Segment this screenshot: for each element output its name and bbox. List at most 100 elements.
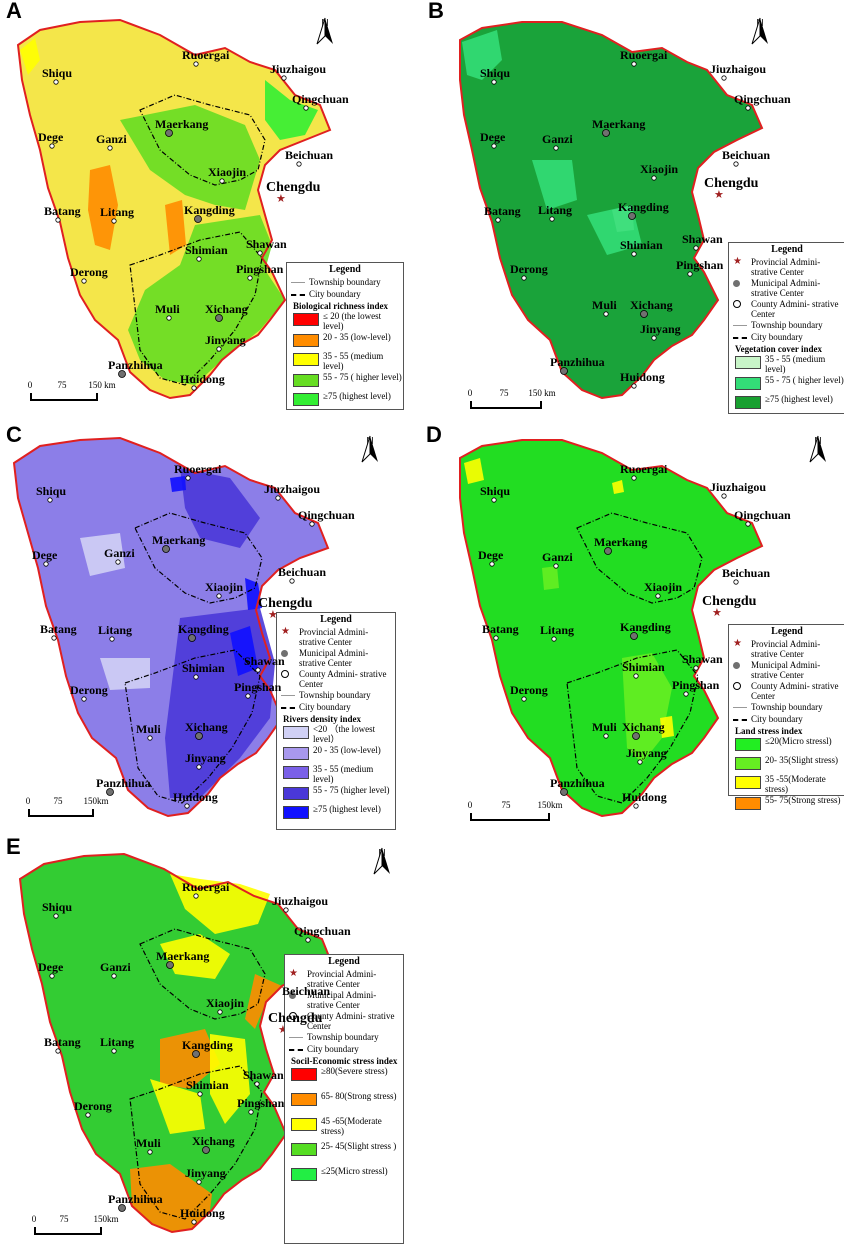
patch (160, 1029, 220, 1089)
city-marker (194, 215, 202, 223)
city-boundary (129, 231, 263, 386)
province-shape (460, 440, 762, 816)
city-marker (602, 129, 610, 137)
city-label: Batang (44, 204, 81, 218)
city-marker (166, 315, 172, 321)
patch (130, 1164, 212, 1232)
city-marker (640, 310, 648, 318)
city-label: Dege (478, 548, 504, 562)
city-marker (85, 1112, 91, 1118)
legend: Legend ★ Provincial Admini- strative Cent… (276, 612, 396, 830)
city-label: Batang (44, 1035, 81, 1049)
city-label: Jiuzhaigou (710, 480, 767, 494)
capital-star-icon: ★ (712, 607, 722, 619)
city-marker (553, 563, 559, 569)
city-label: Xiaojin (644, 580, 683, 594)
city-marker (192, 1050, 200, 1058)
city-marker (491, 497, 497, 503)
city-marker (491, 79, 497, 85)
city-label: Xichang (185, 720, 228, 734)
capital-star-icon: ★ (278, 1024, 288, 1036)
city-marker (721, 493, 727, 499)
city-label: Shimian (185, 243, 228, 257)
map-d: ★ (459, 439, 764, 818)
city-label: Qingchuan (292, 92, 349, 106)
city-marker (219, 178, 225, 184)
city-label: Litang (100, 1035, 135, 1049)
province-outline (16, 18, 332, 400)
panel-letter: D (426, 422, 442, 447)
city-marker (551, 636, 557, 642)
city-marker (248, 1109, 254, 1115)
city-marker (196, 764, 202, 770)
north-arrow: N (360, 435, 380, 463)
capital-star-icon: ★ (276, 193, 286, 205)
city-marker (55, 1048, 61, 1054)
city-marker (633, 803, 639, 809)
city-label: Maerkang (155, 117, 209, 131)
city-label: Ganzi (96, 132, 127, 146)
city-label: Huidong (173, 790, 218, 804)
city-marker (549, 216, 555, 222)
city-marker (289, 578, 295, 584)
city-marker (81, 696, 87, 702)
city-label: Panzhihua (96, 776, 151, 790)
city-label: Huidong (622, 790, 667, 804)
city-boundary (129, 1065, 263, 1220)
capital-star-icon: ★ (714, 189, 724, 201)
scale-bar: 0 75 150km (468, 800, 563, 826)
city-marker (106, 788, 114, 796)
city-label: Kangding (178, 622, 229, 636)
city-label: Ganzi (104, 546, 135, 560)
city-marker (188, 634, 196, 642)
legend: Legend Township boundary City boundary B… (286, 262, 404, 410)
city-marker (51, 635, 57, 641)
city-marker (193, 893, 199, 899)
city-marker (651, 175, 657, 181)
panel-letter: B (428, 0, 444, 23)
north-arrow: N (315, 17, 335, 45)
city-marker (47, 497, 53, 503)
city-marker (305, 937, 311, 943)
city-marker (185, 475, 191, 481)
city-label: Chengdu (258, 596, 313, 611)
city-marker (193, 61, 199, 67)
patch (128, 215, 285, 385)
city-label: Beichuan (722, 148, 771, 162)
city-label: Maerkang (594, 535, 648, 549)
city-marker (630, 632, 638, 640)
city-label: Huidong (180, 1206, 225, 1220)
city-label: Derong (510, 683, 548, 697)
city-label: Shimian (620, 238, 663, 252)
city-label: Jinyang (185, 1166, 226, 1180)
city-label: Derong (510, 262, 548, 276)
city-marker (521, 696, 527, 702)
city-marker (111, 218, 117, 224)
map-panel-a: A ★ N 0 75 150 km Legend Township bounda… (0, 0, 422, 415)
city-marker (683, 691, 689, 697)
city-label: Xichang (192, 1134, 235, 1148)
city-label: Maerkang (592, 117, 646, 131)
city-marker (495, 217, 501, 223)
legend: Legend ★ Provincial Admini- strative Cent… (284, 954, 404, 1244)
city-marker (493, 635, 499, 641)
city-marker (184, 803, 190, 809)
city-marker (118, 1204, 126, 1212)
city-marker (631, 383, 637, 389)
city-label: Panzhihua (550, 355, 605, 369)
city-marker (283, 907, 289, 913)
city-label: Xiaojin (640, 162, 679, 176)
city-marker (560, 788, 568, 796)
city-marker (109, 636, 115, 642)
city-label: Jiuzhaigou (264, 482, 321, 496)
map-panel-e: E ★ N 0 75 150km Legend ★Provincial Admi… (0, 834, 422, 1249)
city-marker (721, 75, 727, 81)
city-label: Pingshan (672, 678, 720, 692)
patch (88, 165, 118, 250)
capital-star-icon: ★ (268, 609, 278, 621)
city-label: Jiuzhaigou (272, 894, 329, 908)
city-label: Ruoergai (620, 462, 668, 476)
city-marker (275, 495, 281, 501)
city-marker (197, 1091, 203, 1097)
city-label: Chengdu (268, 1011, 323, 1026)
